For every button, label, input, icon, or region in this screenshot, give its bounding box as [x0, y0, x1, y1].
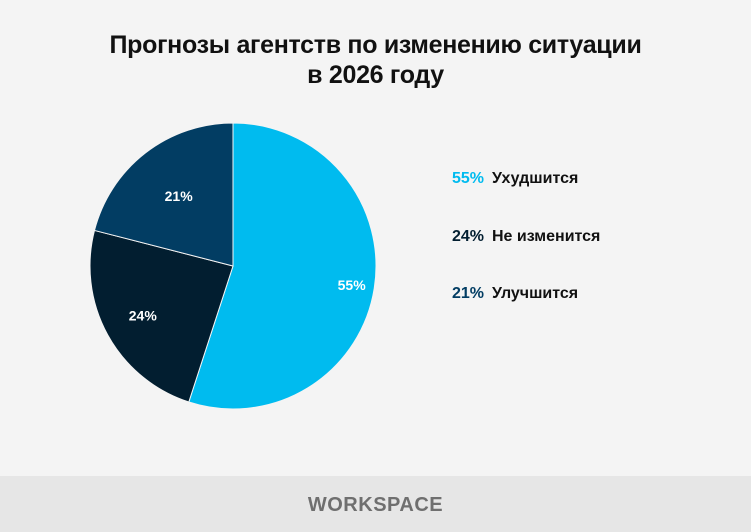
chart-title: Прогнозы агентств по изменению ситуации … — [0, 30, 751, 90]
footer: WORKSPACE — [0, 476, 751, 532]
pie-slice-3 — [93, 122, 234, 267]
legend-item: 24% Не изменится — [440, 228, 600, 246]
pie-chart: 55% 24% 21% — [89, 122, 377, 410]
data-label: 55% — [338, 277, 367, 293]
legend-label: Улучшится — [492, 285, 579, 302]
legend-label: Не изменится — [492, 228, 601, 245]
data-label: 24% — [129, 308, 158, 324]
legend-label: Ухудшится — [492, 170, 579, 187]
chart-title-line-2: в 2026 году — [307, 61, 444, 89]
pie-slice-2 — [89, 229, 234, 403]
chart-title-line-1: Прогнозы агентств по изменению ситуации — [109, 31, 642, 59]
legend-item: 21% Улучшится — [440, 285, 578, 303]
legend-item: 55% Ухудшится — [440, 170, 578, 188]
data-label: 21% — [165, 188, 194, 204]
legend-value: 21% — [451, 285, 484, 302]
workspace-logo: WORKSPACE — [307, 494, 444, 516]
pie-slice-1 — [188, 122, 377, 410]
legend-value: 55% — [451, 170, 484, 187]
legend-value: 24% — [451, 228, 484, 245]
